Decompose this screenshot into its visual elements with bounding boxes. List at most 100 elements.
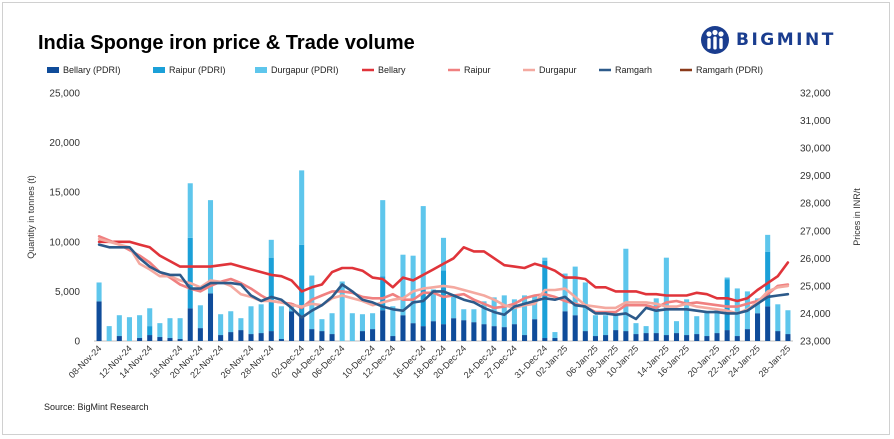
bar-raipur-pdri bbox=[724, 279, 730, 331]
bigmint-logo-icon bbox=[701, 26, 729, 54]
bar-bellary-pdri bbox=[734, 336, 740, 341]
bar-durgapur-pdri bbox=[501, 295, 507, 328]
bar-durgapur-pdri bbox=[552, 332, 558, 339]
bar-bellary-pdri bbox=[653, 333, 659, 341]
y2-tick-label: 24,000 bbox=[800, 309, 831, 320]
legend-label: Raipur bbox=[464, 65, 491, 75]
chart-frame bbox=[2, 2, 890, 435]
bar-durgapur-pdri bbox=[613, 313, 619, 331]
legend-label: Bellary (PDRI) bbox=[63, 65, 121, 75]
y-tick-label: 20,000 bbox=[49, 138, 80, 149]
chart-title: India Sponge iron price & Trade volume bbox=[38, 32, 415, 54]
bar-durgapur-pdri bbox=[96, 282, 102, 302]
legend-swatch bbox=[153, 67, 165, 73]
bar-durgapur-pdri bbox=[633, 323, 639, 335]
bar-bellary-pdri bbox=[714, 333, 720, 341]
bar-durgapur-pdri bbox=[562, 273, 568, 312]
bar-bellary-pdri bbox=[440, 324, 447, 341]
bar-bellary-pdri bbox=[461, 320, 467, 341]
y-axis-title: Quantity in tonnes (t) bbox=[26, 175, 36, 259]
bar-bellary-pdri bbox=[96, 301, 102, 341]
bar-bellary-pdri bbox=[532, 319, 538, 341]
bar-bellary-pdri bbox=[420, 326, 426, 341]
line-raipur bbox=[97, 235, 790, 314]
bar-bellary-pdri bbox=[258, 333, 264, 341]
bar-durgapur-pdri bbox=[167, 318, 173, 339]
bar-bellary-pdri bbox=[552, 338, 558, 341]
y2-tick-label: 23,000 bbox=[800, 337, 831, 348]
y2-tick-label: 28,000 bbox=[800, 199, 831, 210]
bar-bellary-pdri bbox=[744, 329, 750, 341]
bar-bellary-pdri bbox=[785, 334, 791, 341]
y2-tick-label: 26,000 bbox=[800, 254, 831, 265]
bar-durgapur-pdri bbox=[592, 315, 598, 337]
bar-durgapur-pdri bbox=[248, 306, 254, 335]
bar-durgapur-pdri bbox=[765, 234, 771, 252]
bar-bellary-pdri bbox=[329, 334, 335, 341]
bar-durgapur-pdri bbox=[542, 257, 548, 261]
bar-durgapur-pdri bbox=[299, 170, 305, 245]
bar-durgapur-pdri bbox=[197, 305, 203, 329]
bar-bellary-pdri bbox=[157, 337, 163, 341]
bar-bellary-pdri bbox=[147, 335, 153, 341]
bar-bellary-pdri bbox=[755, 313, 761, 341]
bar-bellary-pdri bbox=[623, 331, 629, 341]
bar-durgapur-pdri bbox=[309, 275, 315, 330]
bar-durgapur-pdri bbox=[785, 310, 791, 335]
bar-bellary-pdri bbox=[228, 332, 234, 341]
y-tick-label: 0 bbox=[74, 337, 80, 348]
y2-tick-label: 29,000 bbox=[800, 171, 831, 182]
bar-bellary-pdri bbox=[177, 339, 183, 341]
bar-durgapur-pdri bbox=[410, 255, 416, 324]
bar-durgapur-pdri bbox=[207, 200, 214, 294]
bar-durgapur-pdri bbox=[238, 318, 244, 331]
bar-durgapur-pdri bbox=[522, 295, 528, 336]
legend: Bellary (PDRI) Raipur (PDRI) Durgapur (PDR… bbox=[47, 65, 763, 75]
legend-swatch bbox=[47, 67, 59, 73]
bar-bellary-pdri bbox=[137, 338, 143, 341]
bar-bellary-pdri bbox=[522, 335, 528, 341]
bar-durgapur-pdri bbox=[359, 314, 365, 332]
bar-bellary-pdri bbox=[633, 334, 639, 341]
bar-bellary-pdri bbox=[400, 315, 406, 341]
bar-bellary-pdri bbox=[572, 315, 578, 341]
y-tick-label: 5,000 bbox=[55, 287, 80, 298]
bar-durgapur-pdri bbox=[430, 289, 436, 322]
x-tick-label: 28-Jan-25 bbox=[757, 343, 793, 379]
bar-bellary-pdri bbox=[299, 315, 305, 341]
bar-bellary-pdri bbox=[684, 335, 690, 341]
bar-bellary-pdri bbox=[663, 335, 669, 341]
bar-durgapur-pdri bbox=[572, 266, 578, 316]
line-durgapur bbox=[97, 237, 790, 315]
bar-durgapur-pdri bbox=[218, 314, 224, 336]
legend-label: Raipur (PDRI) bbox=[169, 65, 226, 75]
bar-bellary-pdri bbox=[471, 322, 477, 341]
bar-durgapur-pdri bbox=[755, 298, 761, 314]
bar-bellary-pdri bbox=[278, 339, 284, 341]
bar-bellary-pdri bbox=[268, 331, 274, 341]
legend-label: Ramgarh (PDRI) bbox=[696, 65, 763, 75]
bar-bellary-pdri bbox=[238, 330, 244, 341]
bar-bellary-pdri bbox=[603, 335, 609, 341]
legend-label: Ramgarh bbox=[615, 65, 652, 75]
lines bbox=[97, 235, 790, 321]
bar-durgapur-pdri bbox=[511, 299, 517, 325]
bar-durgapur-pdri bbox=[603, 315, 609, 336]
brand-logo: BIGMINT bbox=[700, 24, 836, 56]
bar-raipur-pdri bbox=[268, 257, 274, 332]
bar-bellary-pdri bbox=[167, 338, 173, 341]
y2-tick-label: 27,000 bbox=[800, 226, 831, 237]
bar-durgapur-pdri bbox=[714, 309, 720, 334]
bar-durgapur-pdri bbox=[481, 301, 487, 325]
bar-durgapur-pdri bbox=[461, 309, 467, 321]
legend-label: Durgapur bbox=[539, 65, 577, 75]
bar-durgapur-pdri bbox=[187, 183, 193, 238]
bar-bellary-pdri bbox=[207, 293, 214, 341]
bar-durgapur-pdri bbox=[471, 309, 477, 323]
bar-bellary-pdri bbox=[562, 311, 568, 341]
bar-durgapur-pdri bbox=[684, 299, 690, 336]
bar-durgapur-pdri bbox=[532, 296, 538, 320]
y-tick-label: 10,000 bbox=[49, 237, 80, 248]
bar-bellary-pdri bbox=[592, 336, 598, 341]
